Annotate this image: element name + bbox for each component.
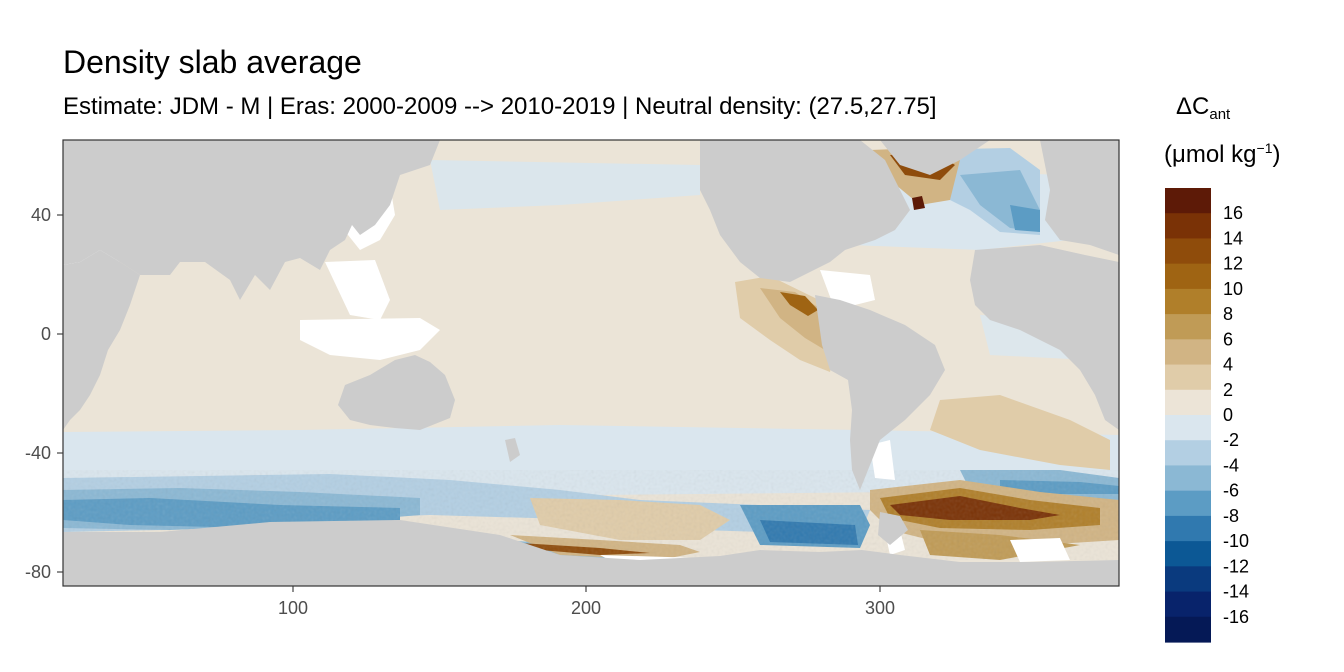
x-tick-label: 300 bbox=[865, 598, 895, 618]
legend-label: 4 bbox=[1223, 355, 1233, 375]
land-masses bbox=[63, 140, 1119, 586]
legend-color-step bbox=[1165, 213, 1211, 240]
x-tick-label: 200 bbox=[571, 598, 601, 618]
legend-label: 14 bbox=[1223, 228, 1243, 248]
legend-color-step bbox=[1165, 616, 1211, 643]
north-america-land bbox=[700, 140, 910, 282]
panel-border bbox=[62, 139, 1120, 587]
legend-label: 12 bbox=[1223, 254, 1243, 274]
legend-color-step bbox=[1165, 238, 1211, 265]
plot-subtitle: Estimate: JDM - M | Eras: 2000-2009 --> … bbox=[63, 93, 937, 120]
legend-title-main: ΔC bbox=[1176, 93, 1209, 120]
new-zealand-land bbox=[505, 438, 520, 462]
legend-label: -10 bbox=[1223, 531, 1249, 551]
legend-color-step bbox=[1165, 364, 1211, 391]
africa-land bbox=[63, 250, 140, 430]
antarctic-peninsula-land bbox=[878, 512, 908, 545]
y-tick-label: -40 bbox=[25, 443, 51, 463]
legend-title: ΔCant bbox=[1176, 93, 1231, 123]
legend-label: -6 bbox=[1223, 481, 1239, 501]
legend-title-sub: ant bbox=[1209, 106, 1231, 123]
south-america-land bbox=[815, 295, 945, 490]
legend-units-sup: −1 bbox=[1257, 140, 1273, 156]
map-panel bbox=[63, 140, 1119, 586]
legend-color-step bbox=[1165, 541, 1211, 567]
legend-color-step bbox=[1165, 188, 1211, 214]
plot-title: Density slab average bbox=[63, 44, 362, 80]
legend-labels: 16 14 12 10 8 6 4 2 0 -2 -4 -6 -8 -10 -12 -14 -16 bbox=[1223, 203, 1249, 627]
australia-land bbox=[338, 355, 455, 430]
legend: ΔCant (μmol kg−1) 16 14 12 10 8 6 4 2 0 -2 -4 -6 -8 -… bbox=[1164, 93, 1280, 643]
legend-label: 8 bbox=[1223, 304, 1233, 324]
africa-east-land bbox=[970, 245, 1119, 430]
greenland-land bbox=[880, 140, 990, 175]
legend-label: -2 bbox=[1223, 430, 1239, 450]
legend-label: -8 bbox=[1223, 506, 1239, 526]
legend-color-step bbox=[1165, 339, 1211, 366]
legend-label: -14 bbox=[1223, 582, 1249, 602]
legend-color-step bbox=[1165, 515, 1211, 542]
eurasia-land bbox=[63, 140, 440, 300]
legend-label: 10 bbox=[1223, 279, 1243, 299]
legend-label: -12 bbox=[1223, 556, 1249, 576]
legend-units-close: ) bbox=[1272, 141, 1280, 168]
legend-color-step bbox=[1165, 465, 1211, 492]
legend-color-step bbox=[1165, 415, 1211, 441]
legend-color-step bbox=[1165, 566, 1211, 593]
legend-color-step bbox=[1165, 314, 1211, 340]
legend-label: -16 bbox=[1223, 607, 1249, 627]
y-tick-label: 40 bbox=[31, 205, 51, 225]
legend-units-open: (μmol kg bbox=[1164, 141, 1257, 168]
legend-label: 6 bbox=[1223, 329, 1233, 349]
x-tick-label: 100 bbox=[278, 598, 308, 618]
legend-color-step bbox=[1165, 591, 1211, 618]
europe-land bbox=[1040, 140, 1119, 255]
legend-colorbar bbox=[1165, 188, 1211, 643]
legend-label: 0 bbox=[1223, 405, 1233, 425]
legend-color-step bbox=[1165, 389, 1211, 416]
legend-color-step bbox=[1165, 490, 1211, 517]
antarctica-land bbox=[63, 520, 1119, 586]
y-tick-label: -80 bbox=[25, 562, 51, 582]
legend-color-step bbox=[1165, 263, 1211, 290]
axis-ticks bbox=[57, 214, 881, 592]
legend-label: 2 bbox=[1223, 380, 1233, 400]
y-tick-label: 0 bbox=[41, 324, 51, 344]
legend-units: (μmol kg−1) bbox=[1164, 140, 1280, 168]
legend-color-step bbox=[1165, 440, 1211, 467]
legend-color-step bbox=[1165, 288, 1211, 315]
legend-label: 16 bbox=[1223, 203, 1243, 223]
legend-label: -4 bbox=[1223, 455, 1239, 475]
